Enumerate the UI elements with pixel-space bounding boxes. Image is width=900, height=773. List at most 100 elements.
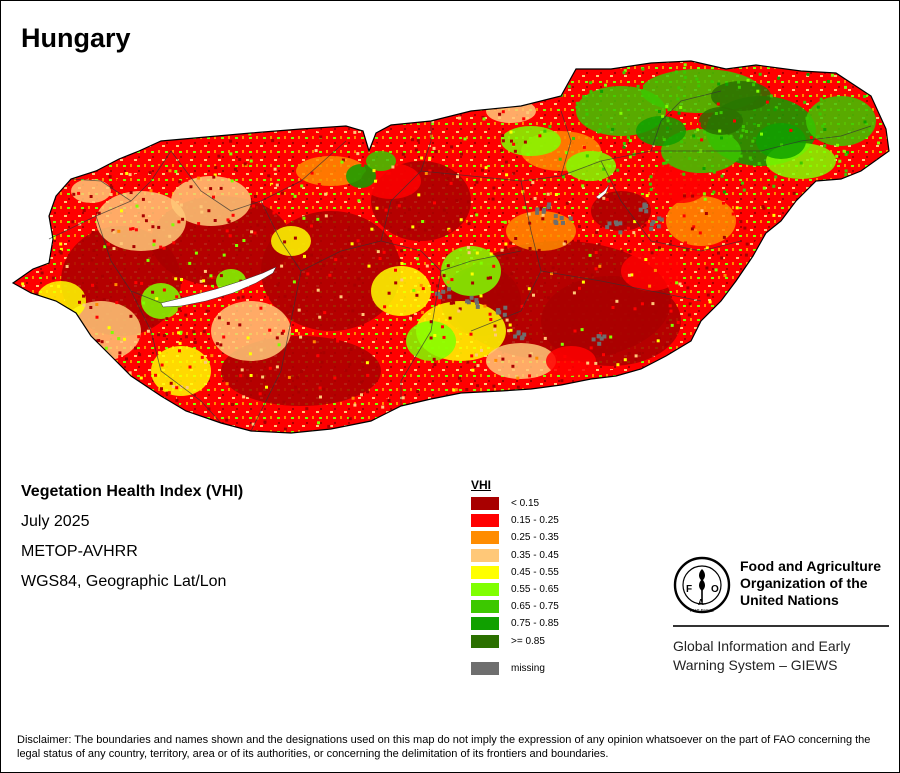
vhi-pixel	[441, 325, 444, 329]
vhi-pixel	[227, 220, 231, 223]
vhi-pixel	[666, 126, 669, 130]
vhi-pixel	[280, 331, 284, 335]
vhi-pixel	[391, 87, 395, 91]
vhi-pixel	[104, 68, 107, 72]
vhi-missing-pixel	[596, 334, 601, 339]
vhi-pixel	[356, 152, 360, 156]
vhi-pixel	[125, 119, 129, 123]
vhi-pixel	[59, 251, 63, 255]
vhi-pixel	[286, 92, 290, 96]
vhi-pixel	[501, 357, 505, 361]
vhi-pixel	[872, 427, 876, 431]
vhi-patch	[506, 211, 576, 251]
vhi-pixel	[811, 262, 815, 266]
vhi-pixel	[429, 320, 433, 324]
vhi-pixel	[110, 185, 114, 189]
county-boundary	[130, 290, 222, 424]
vhi-pixel	[508, 323, 512, 327]
vhi-pixel	[648, 284, 652, 288]
vhi-pixel	[505, 318, 509, 322]
vhi-pixel	[104, 421, 108, 425]
vhi-pixel	[259, 117, 263, 121]
vhi-pixel	[85, 77, 89, 81]
vhi-pixel	[13, 180, 15, 184]
vhi-pixel	[108, 175, 112, 179]
vhi-pixel	[816, 134, 820, 138]
vhi-pixel	[546, 411, 550, 414]
vhi-pixel	[837, 369, 841, 372]
vhi-missing-pixel	[520, 335, 525, 340]
vhi-pixel	[581, 280, 585, 284]
vhi-pixel	[513, 149, 517, 153]
vhi-pixel	[510, 272, 514, 276]
vhi-pixel	[52, 162, 56, 165]
vhi-pixel	[596, 130, 600, 134]
vhi-pixel	[263, 420, 267, 424]
vhi-pixel	[423, 228, 427, 232]
vhi-pixel	[127, 129, 131, 133]
vhi-pixel	[265, 101, 269, 105]
vhi-pixel	[723, 274, 727, 277]
vhi-pixel	[467, 222, 471, 226]
legend-label: 0.75 - 0.85	[511, 618, 559, 630]
vhi-pixel	[654, 310, 658, 314]
vhi-pixel	[761, 205, 765, 209]
vhi-pixel	[121, 409, 124, 413]
vhi-pixel	[15, 236, 19, 240]
vhi-pixel	[131, 123, 135, 127]
vhi-pixel	[675, 281, 679, 285]
vhi-pixel	[310, 224, 313, 228]
vhi-pixel	[746, 78, 750, 82]
vhi-pixel	[316, 288, 320, 292]
vhi-pixel	[676, 97, 680, 101]
vhi-pixel	[13, 423, 17, 427]
vhi-pixel	[799, 161, 803, 165]
vhi-missing-pixel	[496, 308, 501, 313]
vhi-pixel	[249, 374, 253, 377]
vhi-pixel	[236, 296, 240, 300]
vhi-missing-pixel	[656, 224, 661, 229]
vhi-pixel	[772, 184, 776, 188]
vhi-pixel	[763, 406, 767, 410]
vhi-pixel	[484, 166, 488, 170]
legend-label: 0.15 - 0.25	[511, 515, 559, 527]
vhi-pixel	[306, 99, 310, 103]
vhi-pixel	[728, 318, 732, 322]
vhi-pixel	[82, 303, 86, 307]
vhi-pixel	[505, 173, 509, 177]
vhi-pixel	[453, 295, 457, 299]
vhi-pixel	[720, 174, 724, 178]
vhi-patch	[621, 251, 681, 291]
vhi-pixel	[310, 253, 314, 257]
index-name: Vegetation Health Index (VHI)	[21, 483, 244, 500]
vhi-pixel	[18, 348, 22, 352]
legend-label: 0.35 - 0.45	[511, 549, 559, 561]
vhi-pixel	[176, 102, 179, 106]
vhi-pixel	[90, 89, 94, 93]
vhi-pixel	[111, 229, 115, 233]
vhi-pixel	[859, 155, 863, 159]
vhi-pixel	[79, 402, 83, 406]
vhi-pixel	[84, 83, 88, 87]
vhi-pixel	[68, 409, 72, 413]
vhi-pixel	[543, 398, 547, 402]
vhi-pixel	[400, 249, 404, 253]
vhi-pixel	[131, 227, 135, 231]
vhi-pixel	[415, 257, 419, 261]
vhi-pixel	[426, 434, 429, 437]
vhi-pixel	[71, 113, 75, 116]
vhi-pixel	[211, 284, 214, 288]
vhi-pixel	[275, 365, 279, 369]
vhi-pixel	[42, 303, 46, 307]
vhi-pixel	[470, 354, 474, 358]
vhi-pixel	[567, 85, 571, 89]
vhi-pixel	[14, 296, 18, 300]
vhi-pixel	[580, 299, 584, 303]
vhi-pixel	[350, 320, 354, 324]
vhi-pixel	[150, 67, 154, 71]
vhi-pixel	[17, 219, 21, 223]
vhi-pixel	[727, 317, 731, 320]
org-line: United Nations	[740, 592, 839, 608]
vhi-pixel	[13, 246, 15, 250]
vhi-pixel	[657, 410, 661, 414]
